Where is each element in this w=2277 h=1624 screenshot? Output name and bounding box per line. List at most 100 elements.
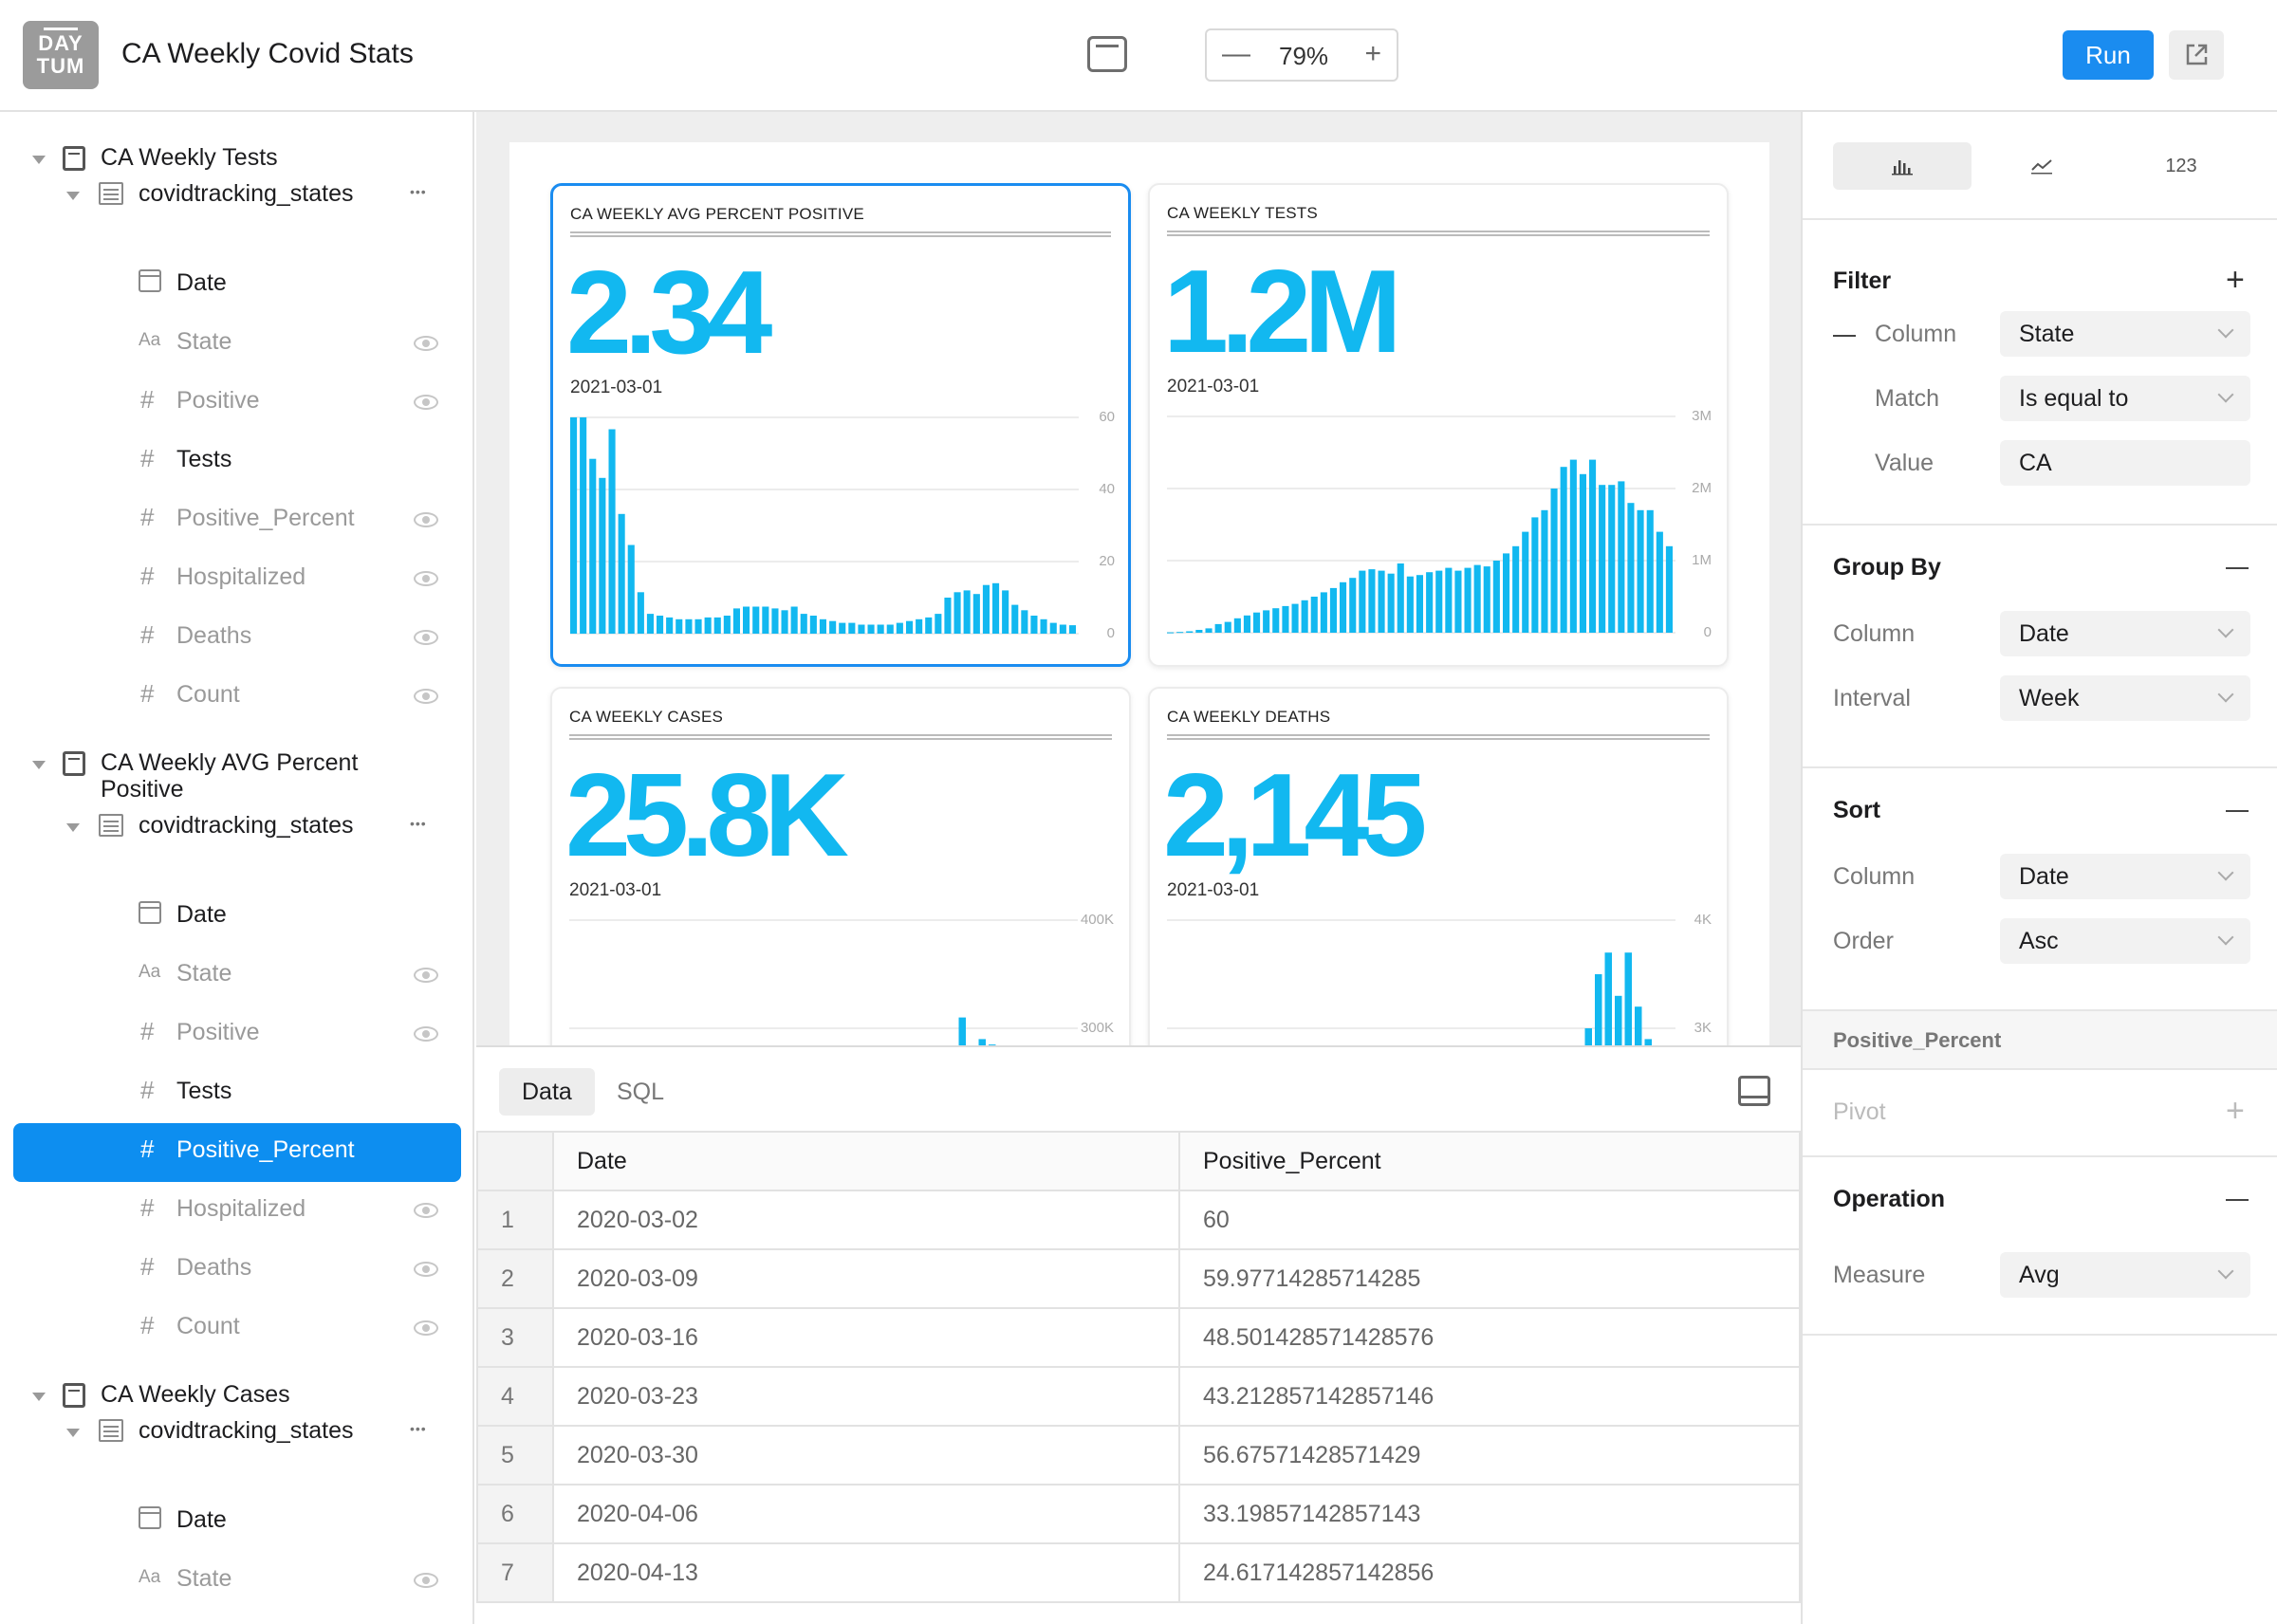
chart-bar[interactable]	[752, 606, 760, 635]
chart-bar[interactable]	[1492, 561, 1500, 633]
chart-bar[interactable]	[1059, 624, 1066, 635]
chart-bar[interactable]	[1656, 531, 1663, 633]
chart-bar[interactable]	[1359, 570, 1366, 633]
chart-bar[interactable]	[1503, 553, 1510, 633]
chart-bar[interactable]	[1604, 952, 1613, 1045]
filter-column-select[interactable]: State	[2000, 311, 2250, 357]
table-row[interactable]: 6 2020-04-06 33.19857142857143	[476, 1484, 1801, 1544]
chart-bar[interactable]	[1627, 503, 1635, 633]
chart-bar[interactable]	[1445, 567, 1453, 633]
filter-value-input[interactable]: CA	[2000, 440, 2250, 486]
sidebar-field-positive[interactable]: #Positive	[0, 1622, 472, 1624]
chart-bar[interactable]	[666, 617, 674, 634]
chart-bar[interactable]	[972, 594, 980, 634]
collapse-sort-icon[interactable]	[2226, 810, 2249, 812]
chart-bar[interactable]	[1301, 600, 1308, 633]
chart-bar[interactable]	[1224, 621, 1231, 633]
chart-bar[interactable]	[1531, 517, 1539, 633]
table-row[interactable]: 3 2020-03-16 48.501428571428576	[476, 1307, 1801, 1368]
chart-bar[interactable]	[589, 458, 597, 634]
sidebar-field-positive-percent[interactable]: # Positive_Percent	[0, 503, 472, 541]
chart-bar[interactable]	[1550, 489, 1558, 633]
chart-bar[interactable]	[646, 614, 654, 634]
chart-bar[interactable]	[858, 624, 865, 635]
add-filter-button[interactable]: +	[2226, 262, 2245, 298]
chart-bar[interactable]	[723, 616, 731, 634]
sidebar-field-state[interactable]: Aa State	[0, 326, 472, 364]
sidebar-field-date[interactable]: Date	[0, 1504, 472, 1542]
chart-bar[interactable]	[1615, 995, 1622, 1045]
chart-bar[interactable]	[771, 608, 779, 634]
tab-number[interactable]: 123	[2165, 156, 2197, 176]
sidebar-field-deaths[interactable]: # Deaths	[0, 620, 472, 658]
chart-bar[interactable]	[1426, 572, 1434, 633]
chart-bar[interactable]	[978, 1039, 987, 1045]
caret-down-icon[interactable]	[32, 1393, 46, 1401]
eye-icon[interactable]	[414, 336, 438, 351]
caret-down-icon[interactable]	[32, 761, 46, 769]
panel-toggle-icon[interactable]	[1738, 1076, 1770, 1106]
chart-bar[interactable]	[935, 614, 942, 634]
chart-bar[interactable]	[704, 617, 712, 634]
add-pivot-button[interactable]: +	[2226, 1093, 2245, 1129]
chart-bar[interactable]	[953, 592, 961, 634]
metric-card[interactable]: CA WEEKLY DEATHS 2,145 2021-03-01 4K3K2K	[1148, 687, 1729, 1045]
table-row[interactable]: 4 2020-03-23 43.212857142857146	[476, 1366, 1801, 1427]
more-options-icon[interactable]: •••	[410, 1421, 427, 1436]
open-external-button[interactable]	[2169, 30, 2224, 80]
sidebar-field-state[interactable]: Aa State	[0, 1563, 472, 1601]
chart-bar[interactable]	[685, 618, 693, 634]
chart-bar[interactable]	[896, 622, 903, 634]
chart-bar[interactable]	[627, 544, 635, 635]
chart-bar[interactable]	[848, 622, 856, 634]
chart-bar[interactable]	[829, 620, 837, 634]
chart-bar[interactable]	[1635, 1006, 1642, 1045]
chart-bar[interactable]	[925, 617, 933, 634]
app-logo[interactable]: DAY TUM	[23, 21, 99, 89]
tab-bar-chart[interactable]	[1833, 142, 1972, 190]
sidebar-field-positive-percent[interactable]: # Positive_Percent	[0, 1135, 472, 1172]
chart-bar[interactable]	[800, 614, 807, 634]
chart-bar[interactable]	[1569, 459, 1577, 633]
more-options-icon[interactable]: •••	[410, 816, 427, 831]
run-button[interactable]: Run	[2063, 30, 2154, 80]
chart-bar[interactable]	[867, 624, 875, 635]
chart-bar[interactable]	[1646, 509, 1654, 633]
table-cell[interactable]: 48.501428571428576	[1178, 1307, 1801, 1368]
chart-bar[interactable]	[762, 606, 769, 635]
group-by-column-select[interactable]: Date	[2000, 611, 2250, 656]
sort-column-select[interactable]: Date	[2000, 854, 2250, 899]
chart-bar[interactable]	[1320, 592, 1327, 633]
chart-bar[interactable]	[1349, 578, 1357, 633]
chart-bar[interactable]	[676, 618, 683, 634]
sidebar-field-state[interactable]: Aa State	[0, 958, 472, 996]
column-header[interactable]: Date	[552, 1131, 1180, 1191]
chart-bar[interactable]	[1541, 509, 1548, 633]
chart-bar[interactable]	[1002, 590, 1009, 634]
sidebar-field-deaths[interactable]: # Deaths	[0, 1252, 472, 1290]
chart-bar[interactable]	[992, 582, 1000, 634]
chart-bar[interactable]	[1387, 573, 1395, 633]
chart-bar[interactable]	[819, 618, 826, 634]
chart-bar[interactable]	[958, 1017, 967, 1045]
chart-bar[interactable]	[1378, 570, 1385, 633]
chart-bar[interactable]	[1195, 630, 1203, 633]
chart-bar[interactable]	[982, 584, 990, 634]
chart-bar[interactable]	[1416, 575, 1423, 633]
table-cell[interactable]: 2020-03-30	[552, 1425, 1180, 1486]
table-row[interactable]: 5 2020-03-30 56.67571428571429	[476, 1425, 1801, 1486]
chart-bar[interactable]	[1310, 597, 1318, 633]
chart-bar[interactable]	[618, 513, 625, 634]
chart-bar[interactable]	[1665, 545, 1673, 633]
chart-bar[interactable]	[570, 417, 578, 634]
eye-icon[interactable]	[414, 571, 438, 586]
sidebar-group[interactable]: CA Weekly Tests	[0, 144, 472, 182]
sidebar-source[interactable]: covidtracking_states •••	[0, 180, 472, 218]
sidebar-field-date[interactable]: Date	[0, 899, 472, 937]
chart-bar[interactable]	[1483, 566, 1490, 633]
operation-measure-select[interactable]: Avg	[2000, 1252, 2250, 1298]
chart-bar[interactable]	[916, 618, 923, 634]
chart-bar[interactable]	[1049, 622, 1057, 634]
table-cell[interactable]: 60	[1178, 1190, 1801, 1250]
chart-bar[interactable]	[1186, 631, 1194, 634]
